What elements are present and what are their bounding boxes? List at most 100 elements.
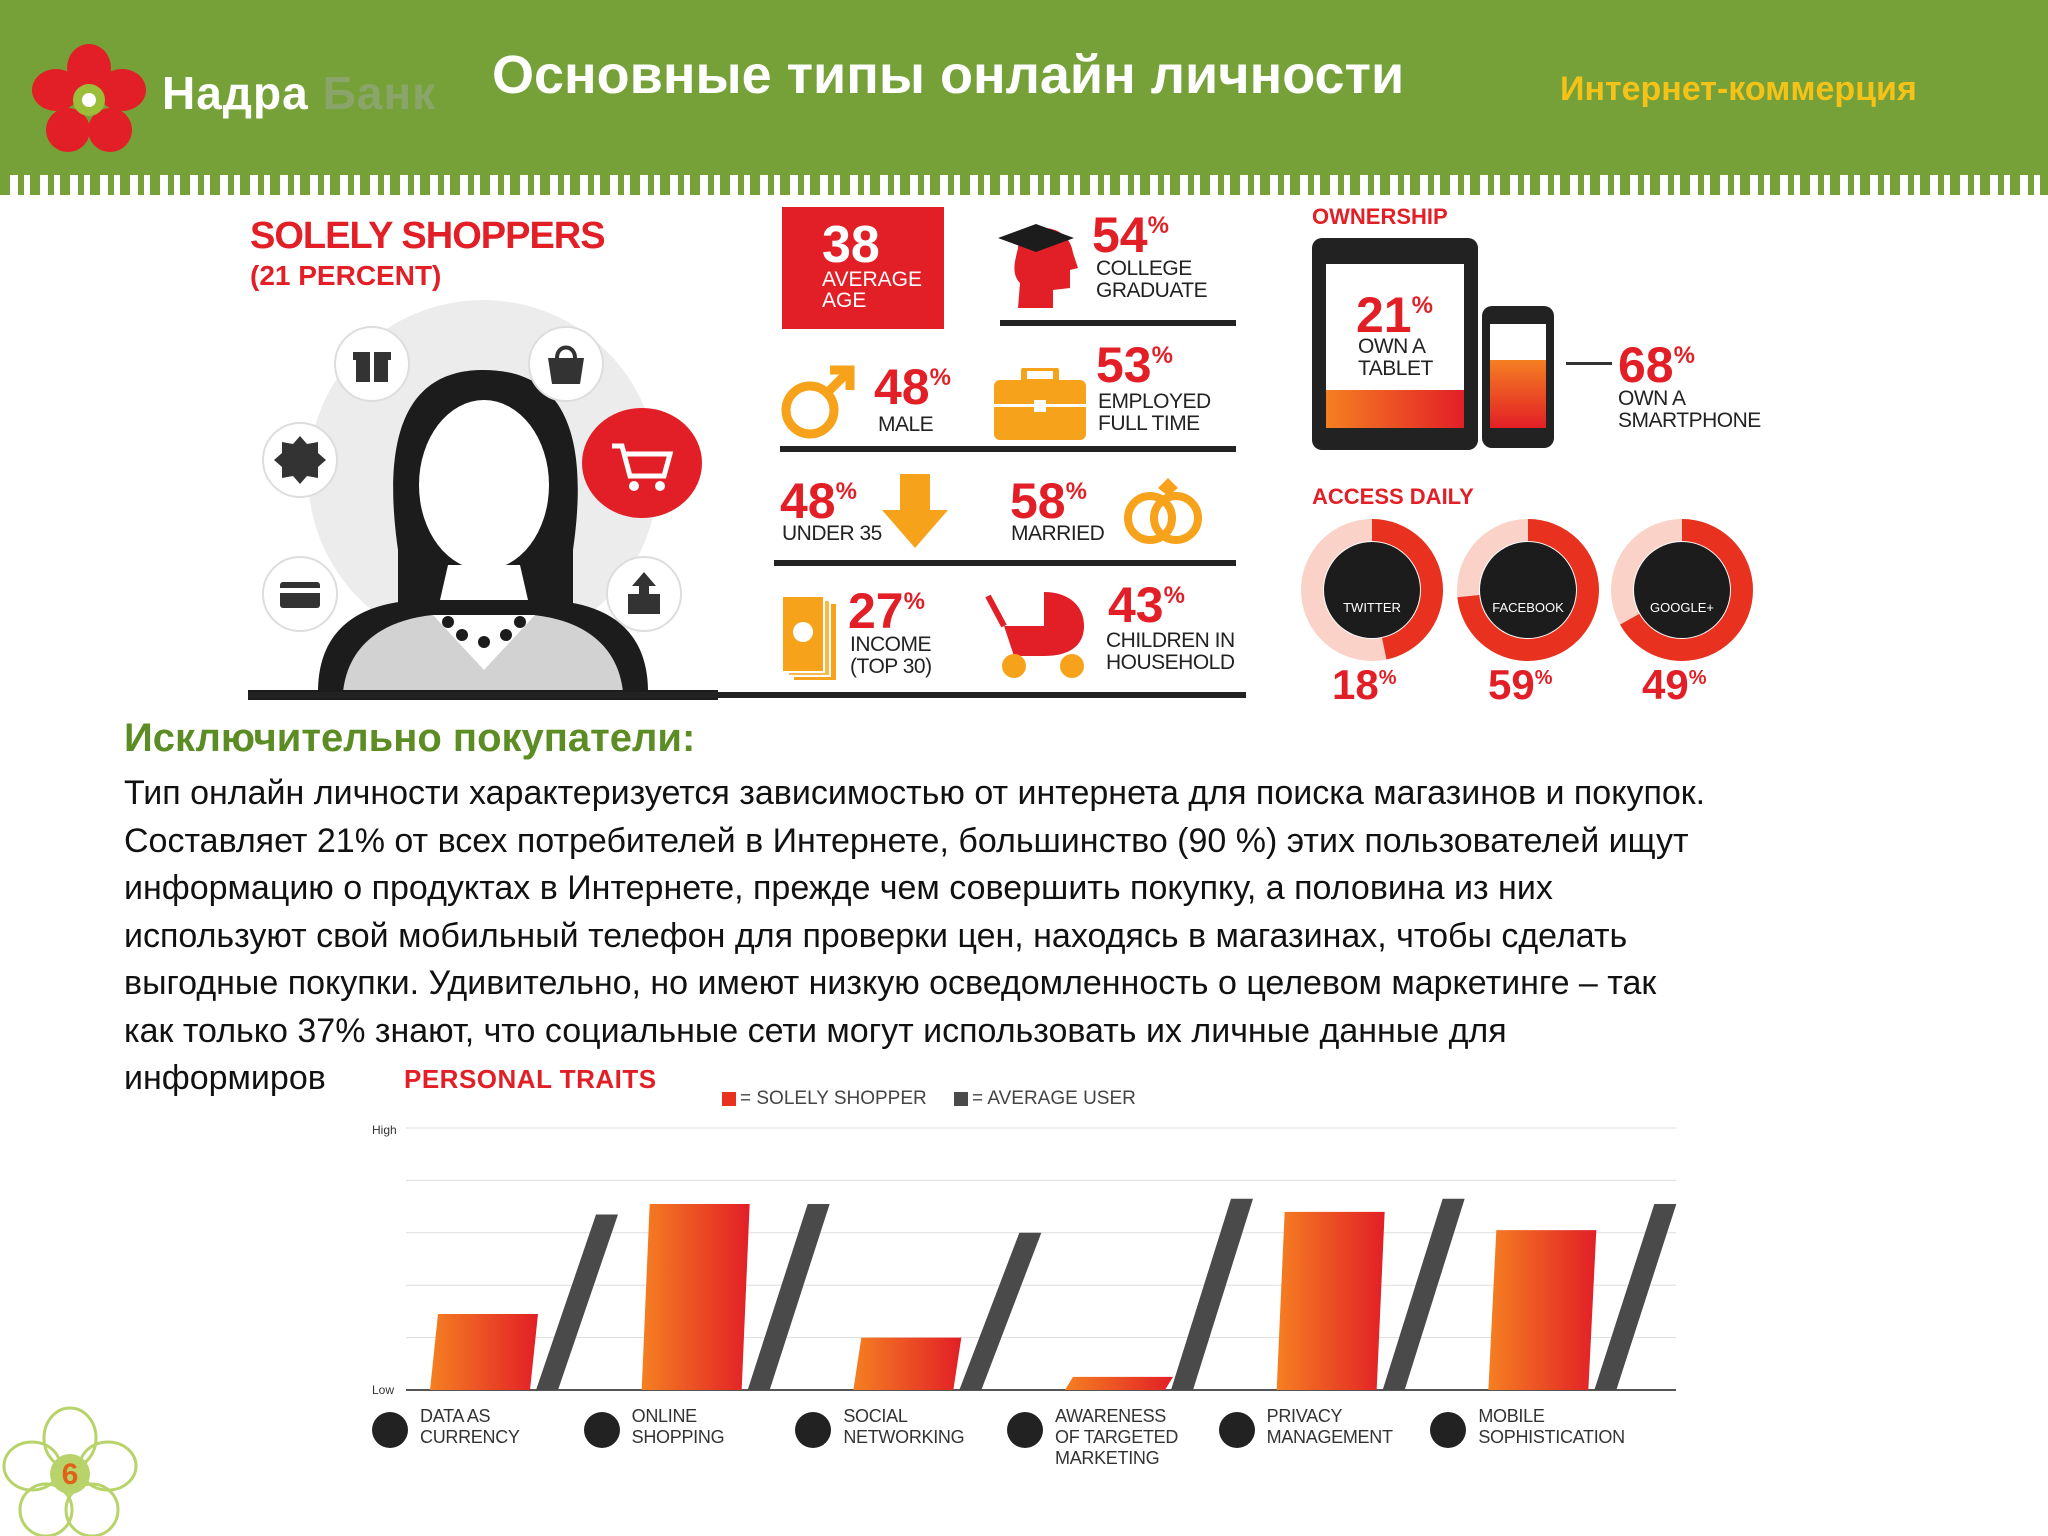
- stat-divider-3: [774, 560, 1236, 566]
- page-number: 6: [62, 1458, 79, 1491]
- stat-divider-1: [1000, 320, 1236, 326]
- wedding-rings-icon: [1124, 478, 1202, 544]
- briefcase-icon: [994, 368, 1086, 440]
- legend-swatch-average: [954, 1091, 969, 1106]
- smartphone-fill: [1490, 360, 1546, 428]
- ownership-smartphone-label: OWN A SMARTPHONE: [1618, 387, 1761, 432]
- description-line: выгодные покупки. Удивительно, но имеют …: [124, 964, 1657, 1002]
- category-label: AWARENESS OF TARGETED MARKETING: [1055, 1406, 1179, 1468]
- money-stack-icon: [782, 596, 836, 680]
- stat-divider-2: [780, 446, 1236, 452]
- bar-average-user: [536, 1214, 618, 1390]
- stroller-icon: [985, 592, 1084, 678]
- access-ring-value: 59%: [1488, 661, 1553, 708]
- category-label: MOBILE SOPHISTICATION: [1478, 1406, 1625, 1447]
- logo-name: Надра: [162, 67, 309, 119]
- stat-children-label: CHILDREN IN HOUSEHOLD: [1106, 629, 1235, 674]
- category-label: ONLINE SHOPPING: [631, 1406, 725, 1447]
- bar-solely-shopper: [853, 1337, 962, 1390]
- description-line: как только 37% знают, что социальные сет…: [124, 1011, 1507, 1050]
- stat-married-value: 58%: [1010, 473, 1087, 529]
- access-ring-arc: [1301, 519, 1443, 661]
- access-ring-value: 18%: [1332, 661, 1397, 708]
- bar-average-user: [1382, 1198, 1465, 1390]
- access-ring-value: 49%: [1642, 661, 1707, 708]
- tablet-icon: [1312, 238, 1478, 450]
- gift-icon: [334, 326, 410, 402]
- stat-income-label: INCOME (TOP 30): [850, 633, 932, 678]
- package-icon: [606, 556, 682, 632]
- shopping-cart-icon: [582, 408, 702, 518]
- tablet-fill: [1326, 390, 1464, 428]
- legend-shopper: = SOLELY SHOPPER: [740, 1088, 927, 1109]
- bar-solely-shopper: [641, 1203, 750, 1390]
- down-arrow-icon: [882, 474, 948, 548]
- bar-average-user: [1594, 1203, 1677, 1390]
- stat-baseline: [248, 692, 1246, 698]
- persona-subtitle: (21 PERCENT): [250, 260, 442, 291]
- stat-income-value: 27%: [848, 583, 925, 639]
- category-icon: [583, 1412, 620, 1448]
- category-icon: [1430, 1412, 1467, 1448]
- category-label: PRIVACY MANAGEMENT: [1266, 1406, 1393, 1447]
- personal-traits-chart: High Low: [372, 1123, 1677, 1397]
- chart-title: PERSONAL TRAITS: [404, 1064, 657, 1094]
- category-icon: [372, 1412, 408, 1448]
- access-ring-twitter: TWITTER 18%: [1300, 518, 1444, 706]
- access-ring-facebook: FACEBOOK 59%: [1456, 518, 1600, 706]
- description-body: Тип онлайн личности характеризуется зави…: [124, 770, 2004, 1103]
- graduate-head-icon: [998, 224, 1078, 308]
- best-price-icon: [262, 422, 338, 498]
- description-line: используют свой мобильный телефон для пр…: [124, 916, 1628, 955]
- access-ring-google: GOOGLE+ 49%: [1610, 518, 1754, 706]
- description-line: информиров: [124, 1059, 326, 1097]
- stat-college-value: 54%: [1092, 207, 1169, 263]
- section-tag: Интернет-коммерция: [1560, 70, 1917, 108]
- category-icon: [1218, 1412, 1255, 1448]
- ownership-smartphone-value: 68%: [1618, 337, 1695, 393]
- access-ring-label: FACEBOOK: [1492, 600, 1564, 615]
- smartphone-icon: [1482, 306, 1554, 448]
- stat-male-value: 48%: [874, 359, 951, 415]
- stat-under35-value: 48%: [780, 473, 857, 529]
- stat-children-value: 43%: [1108, 577, 1185, 633]
- ownership-tablet-value: 21%: [1356, 287, 1433, 343]
- page-number-flower-icon: 6: [2, 1406, 138, 1536]
- access-ring-label: TWITTER: [1343, 600, 1401, 615]
- access-ring-label: GOOGLE+: [1650, 600, 1714, 615]
- legend-swatch-shopper: [722, 1091, 736, 1106]
- description-line: Тип онлайн личности характеризуется зави…: [124, 774, 1706, 812]
- bar-solely-shopper: [1488, 1230, 1597, 1390]
- bar-solely-shopper: [1065, 1376, 1173, 1390]
- category-label: SOCIAL NETWORKING: [843, 1406, 965, 1447]
- legend-average: = AVERAGE USER: [972, 1088, 1136, 1109]
- bar-solely-shopper: [430, 1314, 538, 1390]
- page-title: Основные типы онлайн личности: [492, 45, 1405, 105]
- bar-average-user: [747, 1203, 830, 1390]
- logo-text: Надра Банк: [162, 66, 436, 120]
- stat-college-label: COLLEGE GRADUATE: [1096, 257, 1208, 302]
- stat-employed-value: 53%: [1096, 337, 1173, 393]
- credit-card-icon: [262, 556, 338, 632]
- chart-y-low-label: Low: [372, 1383, 394, 1397]
- header-bar: [0, 0, 2048, 195]
- category-icon: [795, 1412, 832, 1448]
- category-icon: [1007, 1412, 1043, 1448]
- category-label: DATA AS CURRENCY: [420, 1406, 520, 1447]
- logo-bank: Банк: [322, 67, 437, 119]
- male-symbol-icon: [781, 365, 855, 439]
- description-line: Составляет 21% от всех потребителей в Ин…: [124, 821, 1689, 860]
- stat-male-label: MALE: [878, 413, 934, 436]
- chart-y-high-label: High: [372, 1123, 397, 1137]
- handbag-icon: [528, 326, 604, 402]
- stat-employed-label: EMPLOYED FULL TIME: [1098, 390, 1211, 435]
- description-title: Исключительно покупатели:: [124, 716, 696, 760]
- description-line: информацию о продуктах в Интернете, преж…: [124, 869, 1553, 907]
- logo-flower-icon: [32, 44, 146, 152]
- stat-age-label: AVERAGE AGE: [822, 268, 922, 312]
- header-stripe: [0, 175, 2048, 195]
- stat-age-value: 38: [822, 216, 880, 274]
- bar-average-user: [959, 1232, 1042, 1390]
- ownership-tablet-label: OWN A TABLET: [1358, 335, 1433, 380]
- chart-legend: = SOLELY SHOPPER = AVERAGE USER: [722, 1088, 1136, 1110]
